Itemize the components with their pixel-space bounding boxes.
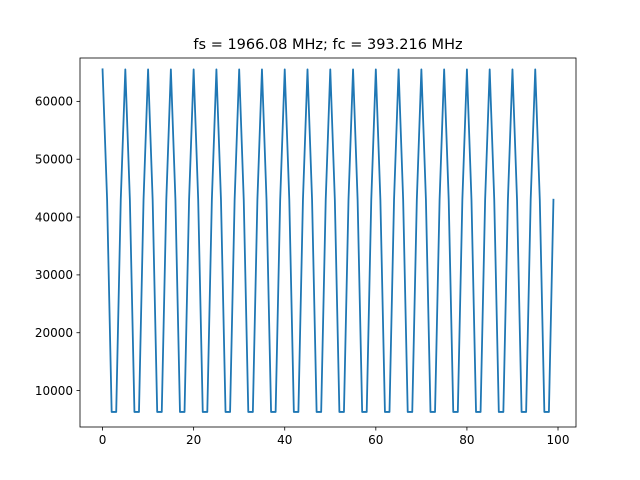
x-tick-label: 20: [186, 433, 201, 447]
chart-title: fs = 1966.08 MHz; fc = 393.216 MHz: [193, 37, 462, 53]
y-tick-label: 10000: [35, 384, 73, 398]
y-tick-label: 30000: [35, 268, 73, 282]
y-tick-label: 40000: [35, 210, 73, 224]
x-tick-label: 40: [277, 433, 292, 447]
y-tick-label: 20000: [35, 326, 73, 340]
axis-ticks: 0 20 40 60 80 100 10000 20000 30000 40000 50000 600…: [35, 95, 570, 447]
y-tick-label: 50000: [35, 153, 73, 167]
x-tick-label: 80: [459, 433, 474, 447]
x-tick-label: 100: [547, 433, 570, 447]
x-tick-label: 0: [99, 433, 107, 447]
x-tick-label: 60: [368, 433, 383, 447]
series-group: [101, 68, 555, 413]
plot-frame: [79, 57, 577, 428]
y-tick-label: 60000: [35, 95, 73, 109]
series-line: [101, 68, 555, 413]
